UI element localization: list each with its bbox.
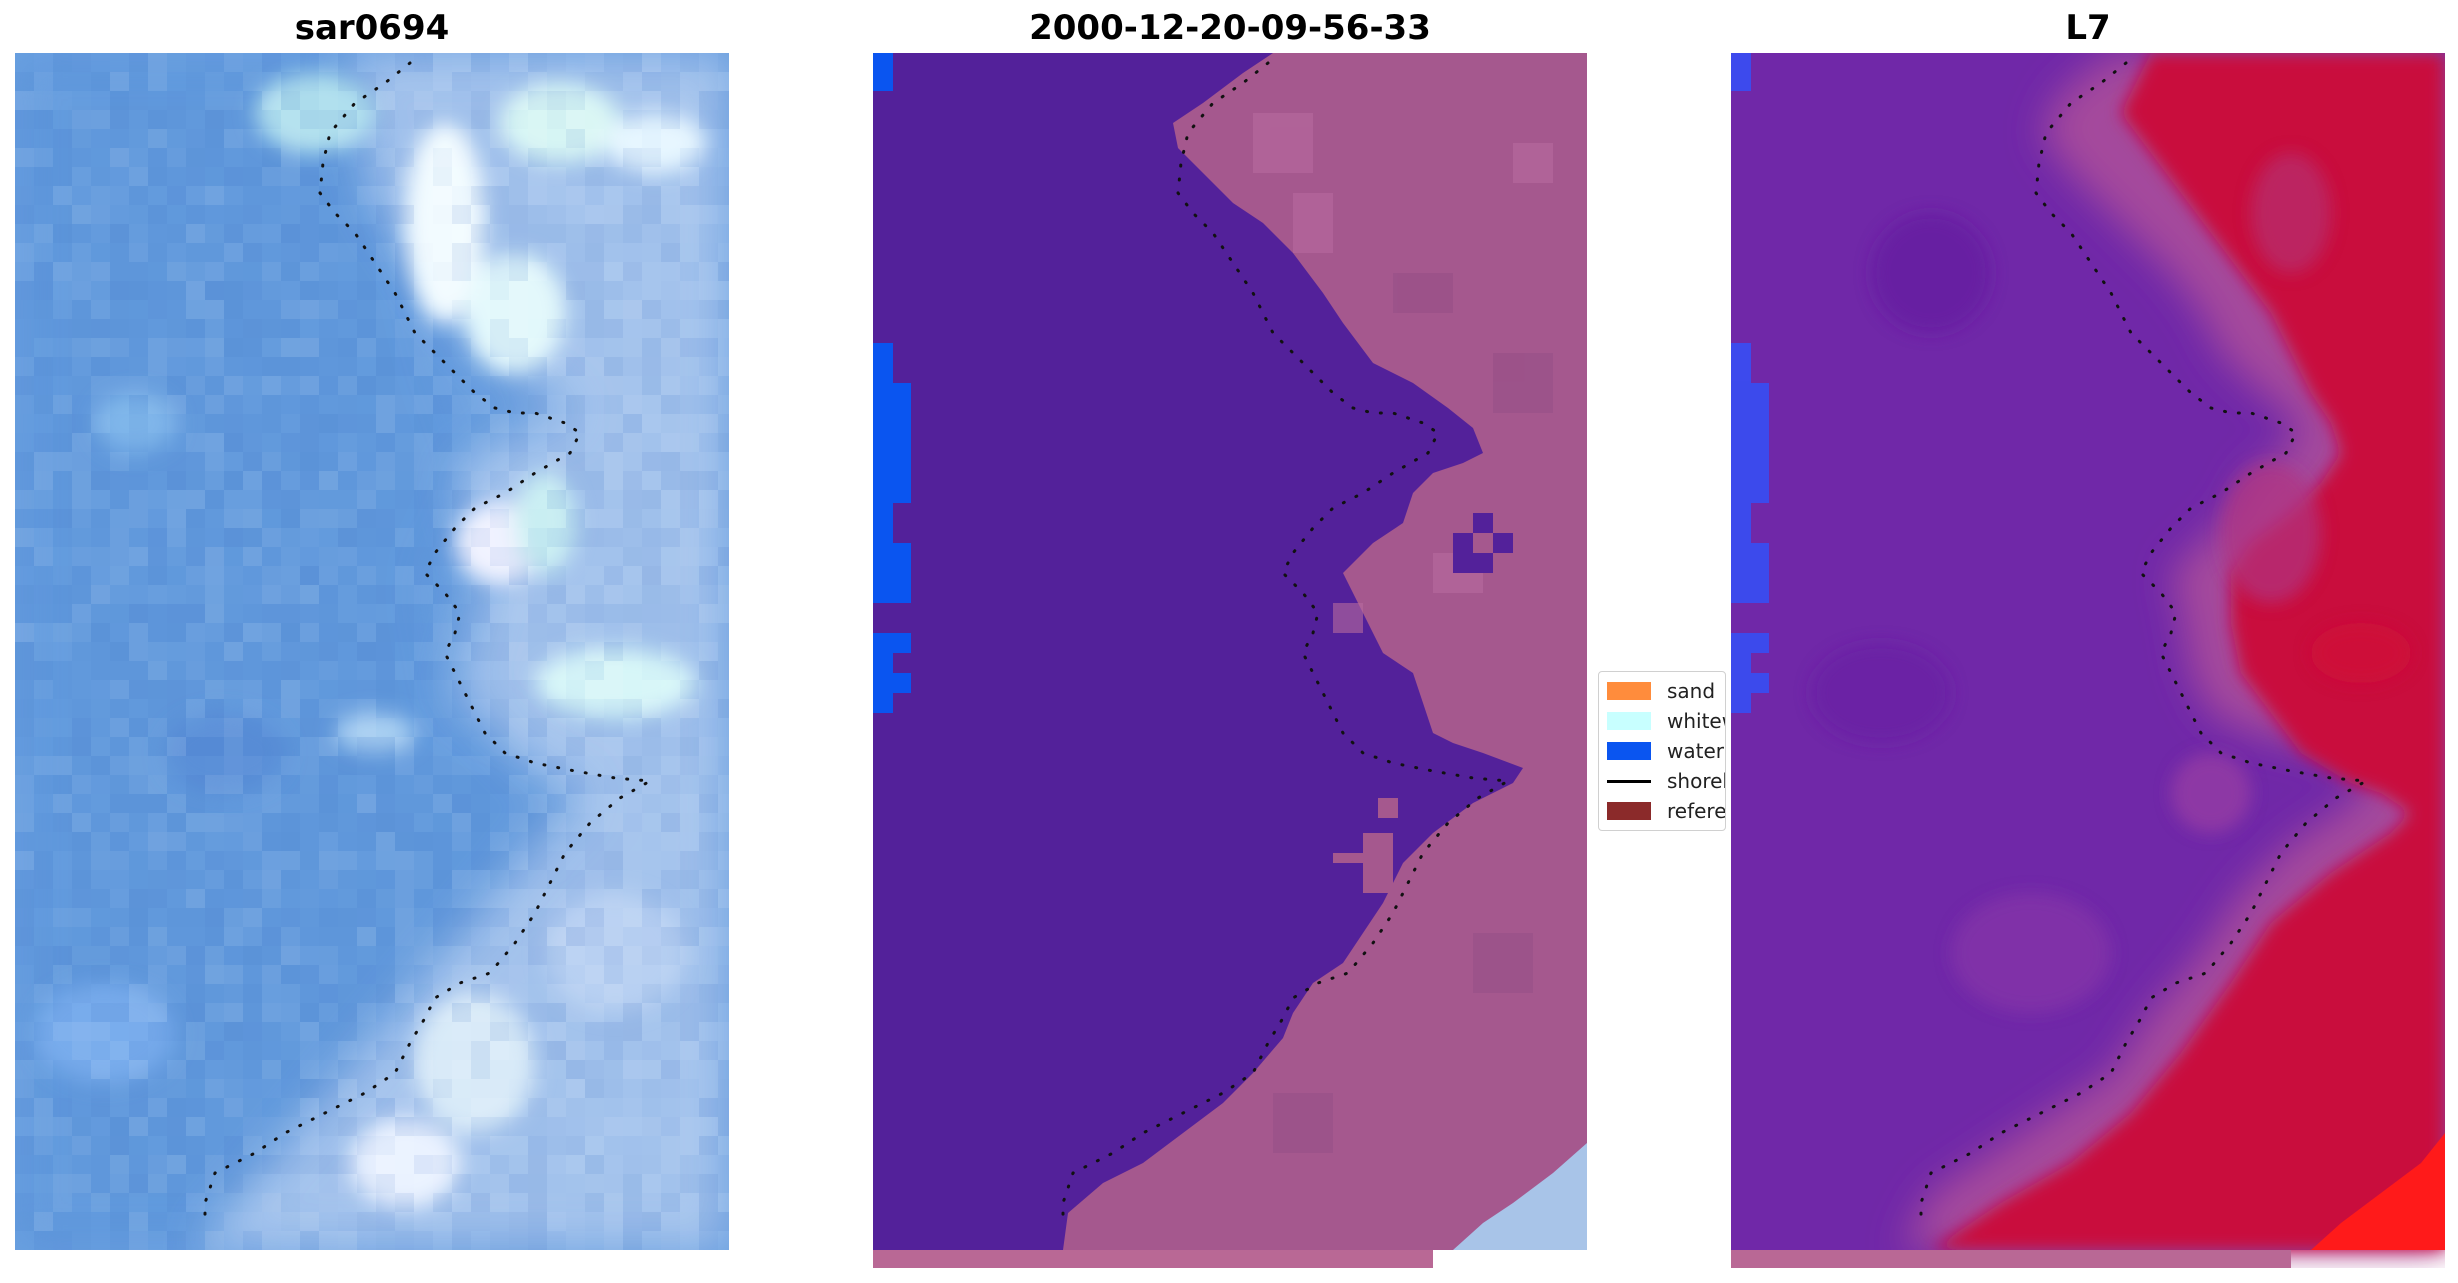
- panel-title-l7: L7: [2065, 8, 2111, 48]
- classified-image-panel: [873, 53, 1587, 1268]
- legend-item-water: water: [1607, 738, 1724, 764]
- legend-item-shoreline: shoreline: [1607, 768, 1725, 794]
- legend-item-sand: sand: [1607, 678, 1715, 704]
- legend-swatch-water: [1607, 742, 1651, 760]
- shoreline-rgb: [203, 61, 655, 1225]
- shoreline-l7: [1919, 61, 2371, 1225]
- legend-item-reference: reference: [1607, 798, 1726, 824]
- l7-image: [1731, 53, 2445, 1268]
- panel-title-rgb: sar0694: [294, 8, 450, 48]
- rgb-image: [15, 53, 729, 1250]
- legend-label-reference: reference: [1667, 799, 1726, 823]
- legend-label-sand: sand: [1667, 679, 1716, 703]
- rgb-image-panel: [15, 53, 729, 1250]
- classified-image: [873, 53, 1587, 1268]
- panel-title-classified: 2000-12-20-09-56-33: [1029, 8, 1431, 48]
- l7-image-panel: [1731, 53, 2445, 1268]
- legend-label-water: water: [1667, 739, 1724, 763]
- shoreline-classified: [1061, 61, 1513, 1225]
- legend-swatch-sand: [1607, 682, 1651, 700]
- legend-label-shoreline: shoreline: [1667, 769, 1725, 793]
- legend-swatch-whitewater: [1607, 712, 1651, 730]
- legend-line-shoreline: [1607, 779, 1651, 783]
- legend-swatch-reference: [1607, 802, 1651, 820]
